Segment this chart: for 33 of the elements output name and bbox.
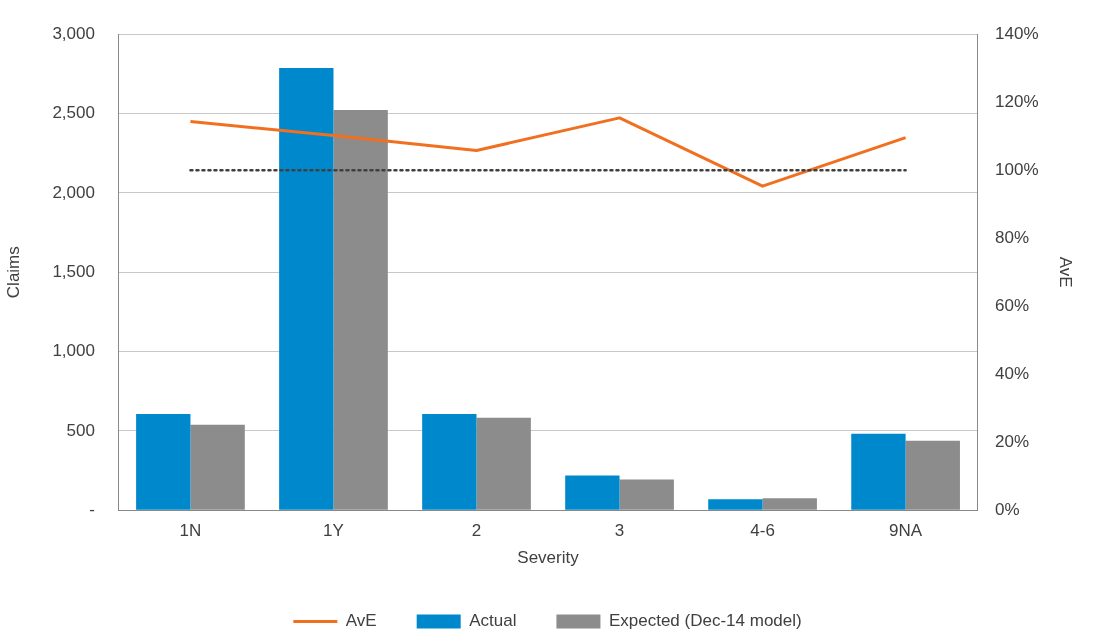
y2-tick-label: 20% [995, 431, 1030, 451]
y-tick-label: 3,000 [52, 23, 95, 43]
y-tick-label: 1,500 [52, 261, 95, 281]
y2-tick-label: 40% [995, 363, 1030, 383]
y2-tick-label: 100% [995, 159, 1039, 179]
legend-label: Actual [469, 611, 517, 631]
y-tick-label: 2,000 [52, 182, 95, 202]
y-axis-title: Claims [3, 246, 23, 299]
y-tick-label: - [89, 499, 95, 519]
legend-label: Expected (Dec-14 model) [608, 611, 802, 631]
bar [279, 68, 334, 510]
x-tick-label: 4-6 [750, 521, 775, 541]
bar [708, 499, 763, 510]
x-axis-title: Severity [517, 548, 580, 568]
y-tick-label: 500 [66, 420, 95, 440]
x-tick-label: 1N [179, 521, 202, 541]
y2-tick-label: 60% [995, 295, 1030, 315]
bar [565, 475, 620, 510]
y2-axis-title: AvE [1056, 256, 1076, 288]
legend-label: AvE [345, 611, 377, 631]
y2-tick-label: 140% [995, 23, 1039, 43]
x-tick-label: 3 [614, 521, 625, 541]
y2-tick-label: 0% [995, 499, 1020, 519]
y2-tick-label: 120% [995, 91, 1039, 111]
bar [136, 413, 191, 510]
y-tick-label: 2,500 [52, 103, 95, 123]
bar [422, 413, 477, 510]
x-tick-label: 1Y [323, 521, 344, 541]
bar [851, 433, 906, 510]
x-tick-label: 9NA [889, 521, 923, 541]
x-tick-label: 2 [471, 521, 482, 541]
y2-tick-label: 80% [995, 227, 1030, 247]
y-tick-label: 1,000 [52, 341, 95, 361]
